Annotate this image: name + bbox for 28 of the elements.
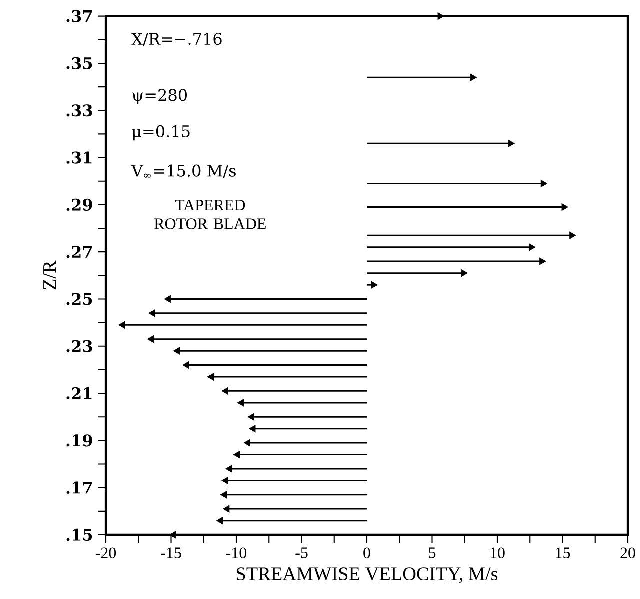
x-tick-label: -15	[161, 548, 182, 558]
x-tick-label: 0	[364, 548, 370, 558]
y-tick-label: .15	[66, 528, 92, 542]
x-tick-label: 10	[490, 548, 505, 558]
y-tick-label: .21	[66, 387, 92, 400]
y-tick-label: .27	[66, 246, 92, 258]
x-tick-label: 20	[620, 548, 636, 558]
y-tick-label: .29	[66, 198, 92, 211]
y-tick-label: .33	[66, 104, 92, 117]
annotation: X/R=−.716	[132, 32, 222, 46]
annotation: ψ=280	[132, 89, 188, 104]
x-tick-label: 15	[556, 548, 570, 558]
x-tick-label: -5	[296, 548, 308, 558]
y-tick-label: .35	[66, 57, 92, 70]
annotation: V$_{∞}$=15.0 M/s	[131, 164, 236, 178]
y-tick-label: .31	[66, 152, 92, 164]
annotation: TAPERED ROTOR BLADE	[154, 200, 266, 230]
y-tick-label: .25	[66, 293, 92, 306]
x-tick-label: 5	[429, 548, 436, 558]
y-axis-title: Z/R	[43, 260, 56, 290]
y-tick-label: .17	[66, 482, 92, 494]
x-tick-label: -20	[96, 548, 116, 558]
x-axis-title: STREAMWISE VELOCITY, M/s	[236, 568, 498, 584]
annotation: μ=0.15	[132, 125, 190, 141]
y-tick-label: .19	[66, 434, 92, 447]
y-tick-label: .37	[66, 10, 92, 22]
x-tick-label: -10	[226, 548, 247, 558]
y-tick-label: .23	[66, 340, 92, 352]
